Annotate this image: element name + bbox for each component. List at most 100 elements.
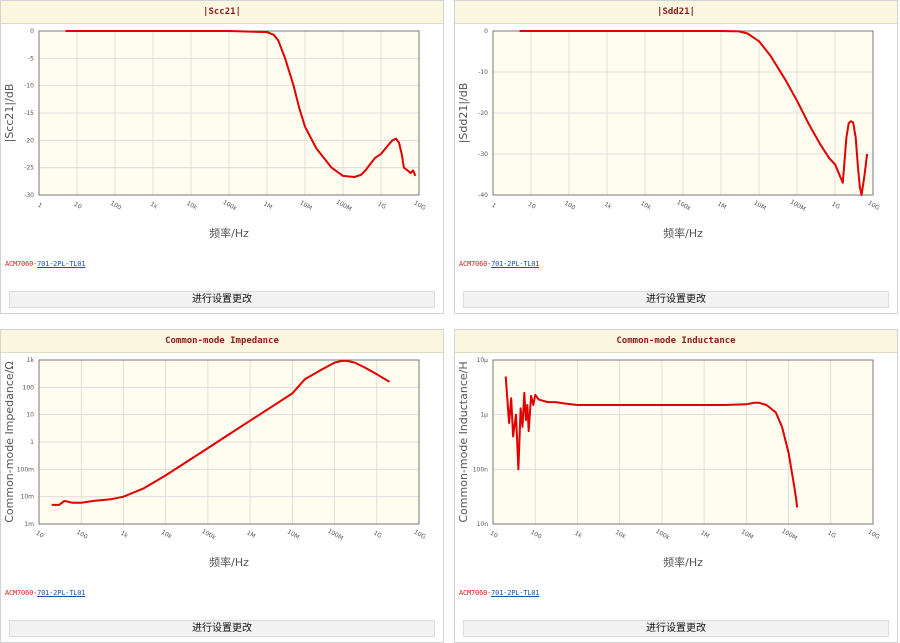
x-tick-label: 100k — [222, 199, 239, 213]
x-tick-label: 10M — [286, 528, 301, 540]
x-tick-label: 1M — [716, 200, 727, 211]
part-prefix: ACM7060- — [459, 589, 492, 597]
x-tick-label: 10k — [614, 529, 628, 541]
x-tick-label: 1M — [245, 529, 256, 540]
settings-change-button[interactable]: 进行设置更改 — [9, 620, 435, 637]
x-tick-label: 1k — [603, 201, 613, 211]
y-tick-label: -5 — [28, 55, 34, 62]
part-number-link[interactable]: 701-2PL-TL01 — [491, 589, 540, 597]
x-tick-label: 1G — [830, 201, 841, 211]
y-tick-label: 0 — [30, 28, 34, 35]
y-tick-label: 1k — [27, 357, 35, 364]
x-tick-label: 100k — [676, 199, 693, 213]
x-tick-label: 10 — [35, 530, 45, 540]
x-tick-label: 10k — [160, 529, 174, 541]
series-line — [504, 376, 799, 508]
x-tick-label: 10G — [413, 200, 427, 212]
y-tick-label: -25 — [24, 165, 34, 172]
y-tick-label: -20 — [24, 137, 34, 144]
x-tick-label: 1G — [372, 530, 383, 540]
chart-panel-scc21: |Scc21| 1 10 100 1k 10k 100k 1M 10M 100M 1G 10G 0 -5… — [0, 0, 444, 314]
x-tick-label: 100M — [780, 528, 798, 542]
part-number-link[interactable]: 701-2PL-TL01 — [37, 589, 86, 597]
x-tick-label: 10M — [740, 528, 755, 540]
part-number-link[interactable]: 701-2PL-TL01 — [491, 260, 540, 268]
x-tick-label: 10M — [752, 199, 767, 211]
plot-frame — [492, 359, 874, 525]
series-line — [65, 30, 417, 178]
x-axis-label: 频率/Hz — [209, 226, 249, 240]
part-prefix: ACM7060- — [459, 260, 492, 268]
chart-plot: 10 100 1k 10k 100k 1M 10M 100M 1G 10G 1k 100 10 1 100m… — [1, 352, 443, 582]
part-number: ACM7060-701-2PL-TL01 — [459, 260, 540, 268]
x-tick-label: 100M — [326, 528, 344, 542]
x-tick-label: 100 — [109, 200, 123, 212]
plot-frame — [38, 359, 420, 525]
chart-panel-sdd21: |Sdd21| 1 10 100 1k 10k 100k 1M 10M 100M 1G 10G 0 -1… — [454, 0, 898, 314]
settings-change-button[interactable]: 进行设置更改 — [463, 291, 889, 308]
y-axis-label: |Scc21|/dB — [3, 84, 16, 143]
y-axis-label: Common-mode Inductance/H — [457, 361, 470, 522]
part-prefix: ACM7060- — [5, 260, 38, 268]
y-tick-label: 100m — [17, 466, 34, 473]
x-tick-label: 10G — [867, 529, 881, 541]
chart-panel-common-mode-inductance: Common-mode Inductance 10 100 1k 10k 100k 1M 1… — [454, 329, 898, 643]
x-tick-label: 100k — [200, 528, 217, 542]
part-number-link[interactable]: 701-2PL-TL01 — [37, 260, 86, 268]
part-number: ACM7060-701-2PL-TL01 — [5, 260, 86, 268]
y-tick-label: 100n — [473, 466, 488, 473]
y-tick-label: 0 — [484, 28, 488, 35]
series-line — [51, 359, 391, 506]
y-tick-label: -30 — [24, 192, 34, 199]
x-tick-label: 10 — [527, 201, 537, 211]
chart-title: |Sdd21| — [455, 1, 897, 24]
y-tick-label: 1m — [24, 521, 34, 528]
settings-change-button[interactable]: 进行设置更改 — [9, 291, 435, 308]
y-tick-label: -20 — [478, 110, 488, 117]
x-tick-label: 1G — [376, 201, 387, 211]
y-tick-label: 10μ — [477, 357, 489, 364]
part-number: ACM7060-701-2PL-TL01 — [459, 589, 540, 597]
y-tick-label: 10n — [477, 521, 489, 528]
x-tick-label: 100 — [75, 529, 89, 541]
x-tick-label: 10k — [185, 200, 199, 212]
y-axis-label: Common-mode Impedance/Ω — [3, 361, 16, 523]
chart-plot: 10 100 1k 10k 100k 1M 10M 100M 1G 10G 10μ 1μ 100n 10n… — [455, 352, 897, 582]
x-tick-label: 100 — [563, 200, 577, 212]
series-line — [519, 30, 869, 196]
x-axis-label: 频率/Hz — [663, 555, 703, 569]
y-tick-label: -10 — [24, 83, 34, 90]
y-tick-label: 1μ — [480, 412, 488, 419]
chart-panel-common-mode-impedance: Common-mode Impedance 10 100 1k 10k 100k 1M 10… — [0, 329, 444, 643]
settings-change-button[interactable]: 进行设置更改 — [463, 620, 889, 637]
y-tick-label: -10 — [478, 69, 488, 76]
y-tick-label: 10m — [21, 494, 35, 501]
y-axis-label: |Sdd21|/dB — [457, 83, 470, 144]
x-tick-label: 10 — [489, 530, 499, 540]
chart-plot: 1 10 100 1k 10k 100k 1M 10M 100M 1G 10G 0 -10 -20 -30 -… — [455, 23, 897, 253]
y-tick-label: -30 — [478, 151, 488, 158]
chart-title: Common-mode Impedance — [1, 330, 443, 353]
part-prefix: ACM7060- — [5, 589, 38, 597]
chart-plot: 1 10 100 1k 10k 100k 1M 10M 100M 1G 10G 0 -5 -10 -15 -2… — [1, 23, 443, 253]
x-tick-label: 1G — [826, 530, 837, 540]
x-tick-label: 10G — [867, 200, 881, 212]
chart-title: |Scc21| — [1, 1, 443, 24]
y-tick-label: 1 — [30, 439, 34, 446]
y-tick-label: 100 — [23, 384, 35, 391]
x-tick-label: 100M — [789, 199, 807, 213]
x-tick-label: 10M — [298, 199, 313, 211]
chart-title: Common-mode Inductance — [455, 330, 897, 353]
x-tick-label: 1k — [119, 530, 129, 540]
x-tick-label: 1 — [36, 202, 43, 210]
x-tick-label: 10k — [639, 200, 653, 212]
x-axis-label: 频率/Hz — [209, 555, 249, 569]
plot-area — [493, 360, 873, 524]
x-tick-label: 100 — [529, 529, 543, 541]
x-tick-label: 1M — [262, 200, 273, 211]
x-tick-label: 1 — [490, 202, 497, 210]
x-tick-label: 100M — [335, 199, 353, 213]
y-tick-label: -40 — [478, 192, 488, 199]
y-tick-label: 10 — [26, 412, 34, 419]
x-tick-label: 1k — [573, 530, 583, 540]
